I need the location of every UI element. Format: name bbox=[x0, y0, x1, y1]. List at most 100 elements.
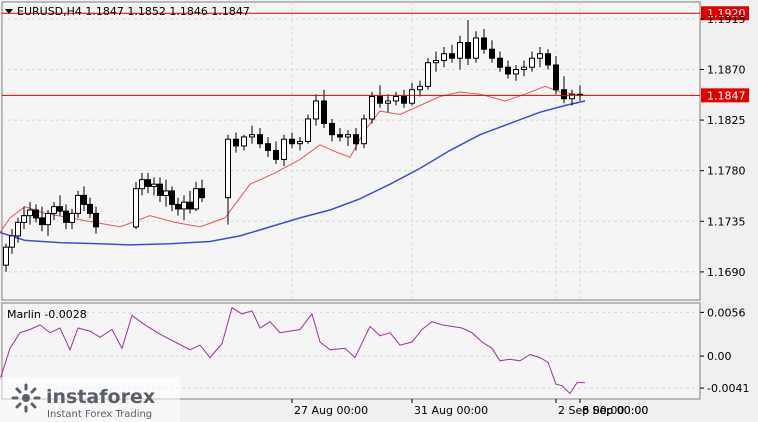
indicator-axis: 0.0056 0.00 -0.0041 bbox=[700, 306, 749, 395]
bear-candle bbox=[265, 143, 271, 151]
bull-candle bbox=[537, 53, 543, 59]
moving-averages bbox=[0, 85, 586, 246]
bull-candle bbox=[241, 136, 247, 147]
price-tick-label: 1.1690 bbox=[707, 266, 746, 279]
bear-candle bbox=[481, 37, 487, 50]
bull-candle bbox=[163, 190, 169, 196]
level-tag-label: 1.1847 bbox=[707, 89, 746, 102]
bull-candle bbox=[51, 206, 57, 214]
indicator-title: Marlin -0.0028 bbox=[7, 308, 87, 321]
bull-candle bbox=[9, 235, 15, 248]
bull-candle bbox=[313, 100, 319, 120]
chart-title: EURUSD,H4 1.1847 1.1852 1.1846 1.1847 bbox=[17, 5, 250, 18]
bull-candle bbox=[281, 138, 287, 160]
candles bbox=[3, 19, 583, 272]
bull-candle bbox=[69, 212, 75, 223]
slow-ma-line bbox=[0, 100, 586, 246]
indicator-tick-label: 0.00 bbox=[707, 350, 732, 363]
bull-candle bbox=[361, 118, 367, 145]
bull-candle bbox=[569, 93, 575, 100]
bull-candle bbox=[441, 53, 447, 61]
indicator-tick-label: 0.0056 bbox=[707, 306, 746, 319]
time-tick-label: 8 Sep 00:00 bbox=[582, 404, 648, 417]
marlin-oscillator bbox=[0, 306, 585, 395]
time-tick-label: 31 Aug 00:00 bbox=[414, 404, 488, 417]
time-tick-label: 2 Sep 00:00 bbox=[558, 404, 624, 417]
price-tick-label: 1.1825 bbox=[707, 114, 746, 127]
bull-candle bbox=[521, 66, 527, 70]
bear-candle bbox=[63, 210, 69, 223]
bull-candle bbox=[385, 100, 391, 104]
bull-candle bbox=[457, 41, 463, 59]
bull-candle bbox=[15, 221, 21, 237]
bear-candle bbox=[273, 149, 279, 160]
bear-candle bbox=[175, 203, 181, 210]
bear-candle bbox=[505, 66, 511, 75]
bull-candle bbox=[409, 89, 415, 104]
bear-candle bbox=[497, 57, 503, 68]
bear-candle bbox=[87, 203, 93, 214]
bear-candle bbox=[81, 194, 87, 205]
bear-candle bbox=[257, 134, 263, 145]
bull-candle bbox=[21, 215, 27, 223]
bear-candle bbox=[289, 138, 295, 145]
bear-candle bbox=[187, 201, 193, 210]
bull-candle bbox=[393, 95, 399, 102]
bull-candle bbox=[297, 140, 303, 145]
bear-candle bbox=[377, 95, 383, 104]
instaforex-watermark: instaforex Instant Forex Trading bbox=[0, 377, 180, 422]
price-levels: 1.1920 1.1847 bbox=[2, 6, 749, 103]
bull-candle bbox=[425, 62, 431, 87]
bear-candle bbox=[545, 53, 551, 66]
indicator-tick-label: -0.0041 bbox=[707, 382, 749, 395]
level-tag bbox=[701, 88, 749, 103]
bear-candle bbox=[169, 190, 175, 205]
bear-candle bbox=[157, 183, 163, 196]
bull-candle bbox=[529, 57, 535, 68]
bull-candle bbox=[473, 37, 479, 59]
collapse-triangle-icon[interactable] bbox=[5, 9, 13, 14]
watermark-brand: instaforex bbox=[46, 386, 155, 408]
bear-candle bbox=[465, 41, 471, 59]
fast-ma-line bbox=[0, 85, 586, 233]
price-tick-label: 1.1780 bbox=[707, 165, 746, 178]
bear-candle bbox=[39, 217, 45, 226]
time-axis: 27 Aug 00:00 31 Aug 00:00 2 Sep 00:006 Sep… bbox=[291, 399, 648, 417]
bear-candle bbox=[489, 48, 495, 59]
price-tick-label: 1.1915 bbox=[707, 13, 746, 26]
bear-candle bbox=[93, 212, 99, 228]
bull-candle bbox=[151, 183, 157, 187]
bull-candle bbox=[249, 134, 255, 138]
bull-candle bbox=[417, 85, 423, 91]
bull-candle bbox=[193, 188, 199, 210]
time-tick-label: 27 Aug 00:00 bbox=[294, 404, 368, 417]
bear-candle bbox=[33, 209, 39, 219]
bull-candle bbox=[75, 194, 81, 214]
bull-candle bbox=[139, 179, 145, 190]
bull-candle bbox=[433, 59, 439, 64]
bear-candle bbox=[449, 53, 455, 59]
bear-candle bbox=[233, 138, 239, 147]
bull-candle bbox=[225, 138, 231, 199]
instaforex-logo-icon bbox=[11, 383, 41, 413]
bear-candle bbox=[199, 188, 205, 199]
bull-candle bbox=[369, 95, 375, 120]
bear-candle bbox=[321, 100, 327, 124]
bull-candle bbox=[513, 68, 519, 75]
bear-candle bbox=[401, 95, 407, 104]
bull-candle bbox=[27, 209, 33, 217]
price-panel[interactable] bbox=[1, 1, 701, 301]
level-tag bbox=[701, 6, 749, 21]
bull-candle bbox=[45, 212, 51, 226]
bear-candle bbox=[561, 89, 567, 100]
price-tick-label: 1.1735 bbox=[707, 215, 746, 228]
watermark-tagline: Instant Forex Trading bbox=[47, 409, 152, 420]
bear-candle bbox=[553, 64, 559, 91]
bull-candle bbox=[305, 118, 311, 142]
level-tag-label: 1.1920 bbox=[707, 7, 746, 20]
bear-candle bbox=[337, 134, 343, 138]
bear-candle bbox=[353, 134, 359, 145]
price-axis: 1.1915 1.1870 1.1825 1.1780 1.1735 1.1690 bbox=[700, 13, 746, 279]
bear-candle bbox=[329, 122, 335, 136]
